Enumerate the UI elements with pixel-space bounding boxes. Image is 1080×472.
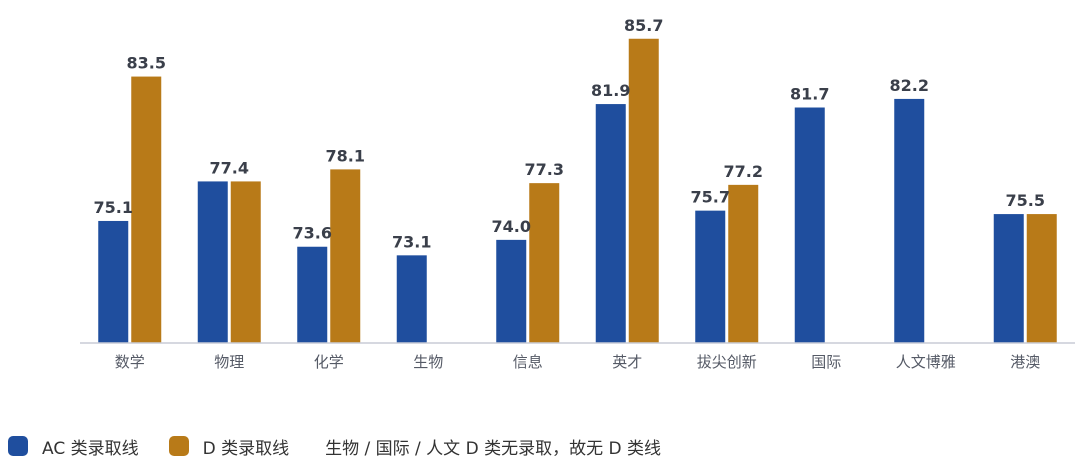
x-tick-label: 数学 (115, 353, 145, 371)
bar-ac (496, 239, 527, 343)
bar-d (1026, 214, 1057, 343)
data-label-ac: 73.1 (392, 232, 431, 251)
data-label-ac: 75.7 (691, 188, 730, 207)
bar-d (330, 169, 361, 343)
data-label-ac: 81.7 (790, 85, 829, 104)
bar-ac (297, 246, 328, 343)
bar-d (131, 76, 162, 343)
value-labels-layer: 75.1 83.5 77.4 73.6 78.1 73.1 74.0 77.3 81.9 85.7… (94, 16, 1045, 252)
bar-ac (98, 220, 129, 343)
x-tick-label: 化学 (314, 353, 344, 371)
legend-item-ac: AC 类录取线 (8, 434, 139, 459)
data-label-d: 77.2 (724, 162, 763, 181)
legend-label-d: D 类录取线 (202, 438, 290, 459)
data-label-d: 77.3 (525, 160, 564, 179)
data-label-ac: 81.9 (591, 81, 630, 100)
legend-swatch-ac (8, 436, 28, 456)
bar-ac (197, 181, 228, 343)
x-tick-labels-layer: 数学 物理 化学 生物 信息 英才 拔尖创新 国际 人文博雅 港澳 (115, 353, 1041, 371)
x-tick-label: 物理 (214, 353, 244, 371)
bar-chart: 75.1 83.5 77.4 73.6 78.1 73.1 74.0 77.3 81.9 85.7… (80, 16, 1075, 371)
legend-note: 生物 / 国际 / 人文 D 类无录取，故无 D 类线 (325, 438, 661, 459)
bar-ac (396, 255, 427, 343)
bar-ac (595, 104, 626, 343)
legend-label-ac: AC 类录取线 (42, 438, 139, 459)
bar-ac (993, 214, 1024, 343)
bar-ac (794, 107, 825, 343)
x-tick-label: 拔尖创新 (697, 353, 757, 371)
bars-layer (98, 38, 1057, 344)
legend-item-d: D 类录取线 (168, 434, 290, 459)
data-label-ac: 75.5 (1006, 191, 1045, 210)
data-label-ac: 74.0 (492, 217, 531, 236)
bar-d (529, 183, 560, 343)
x-tick-label: 人文博雅 (896, 353, 956, 371)
data-label-d: 85.7 (624, 16, 663, 35)
data-label-ac: 75.1 (94, 198, 133, 217)
data-label-d: 83.5 (127, 54, 166, 73)
legend-swatch-d (168, 436, 189, 456)
legend: AC 类录取线 D 类录取线 生物 / 国际 / 人文 D 类无录取，故无 D … (8, 432, 661, 460)
bar-ac (695, 210, 726, 343)
data-label-ac: 73.6 (293, 224, 332, 243)
x-tick-label: 英才 (612, 353, 642, 371)
x-tick-label: 国际 (811, 353, 841, 371)
data-label-ac: 82.2 (890, 76, 929, 95)
x-tick-label: 信息 (513, 353, 543, 371)
x-tick-label: 生物 (413, 353, 443, 371)
x-tick-label: 港澳 (1010, 353, 1040, 371)
data-label-d: 78.1 (326, 146, 365, 165)
bar-d (230, 181, 261, 343)
bar-ac (894, 98, 925, 343)
data-label-ac: 77.4 (210, 158, 249, 177)
bar-d (728, 184, 759, 343)
bar-d (628, 38, 659, 344)
